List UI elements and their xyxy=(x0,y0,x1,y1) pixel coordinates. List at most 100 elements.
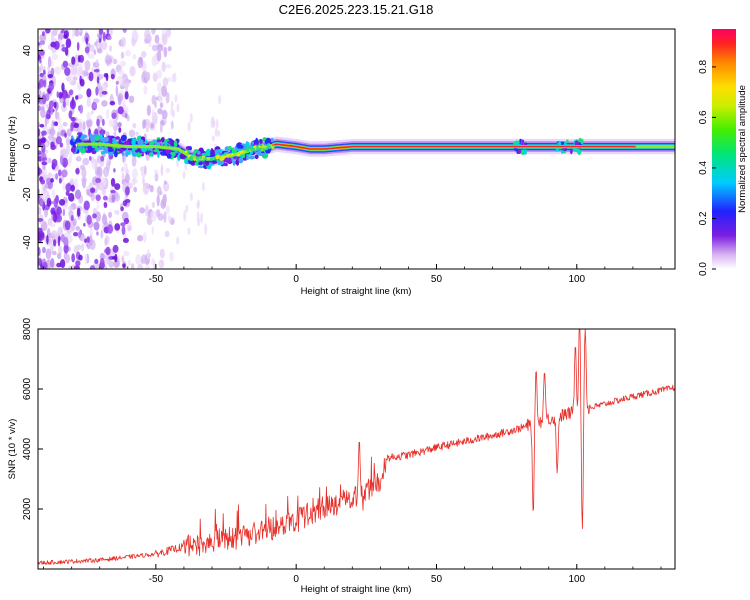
ridge-blob xyxy=(205,161,210,166)
ridge-spot xyxy=(226,153,230,157)
ridge-blob xyxy=(245,141,250,148)
noise-blob xyxy=(52,213,58,223)
ridge-blob xyxy=(243,144,247,152)
noise-blob xyxy=(95,177,102,183)
noise-speck xyxy=(154,34,160,44)
noise-blob xyxy=(45,113,51,120)
ridge-blob xyxy=(139,141,143,146)
noise-blob xyxy=(38,166,41,177)
ridge-spot xyxy=(249,146,252,150)
noise-speck xyxy=(51,53,59,61)
noise-blob xyxy=(61,169,68,178)
noise-blob xyxy=(96,231,99,236)
noise-speck xyxy=(137,56,144,69)
noise-blob xyxy=(111,112,117,119)
ridge-spot xyxy=(231,153,234,156)
noise-speck xyxy=(189,192,193,201)
ridge-blob xyxy=(238,157,244,164)
colorbar-tick-label: 0.4 xyxy=(698,161,709,175)
noise-speck xyxy=(101,40,108,51)
noise-blob xyxy=(92,213,97,219)
ridge-blob xyxy=(209,149,215,156)
noise-speck xyxy=(200,212,204,224)
ridge-blob xyxy=(251,141,254,146)
noise-blob xyxy=(40,179,46,185)
noise-speck xyxy=(170,106,174,117)
ridge-blob xyxy=(100,137,107,142)
noise-speck xyxy=(123,162,128,173)
noise-blob xyxy=(96,118,100,127)
ridge-blob xyxy=(521,139,524,144)
ridge-blob xyxy=(197,165,205,169)
noise-speck xyxy=(124,106,129,114)
ridge-blob xyxy=(270,137,274,143)
noise-speck xyxy=(56,252,62,260)
spectrogram-axes: -50 0 50 100 -40 -20 0 20 40 xyxy=(22,45,662,285)
noise-blob xyxy=(50,144,56,151)
noise-speck xyxy=(159,248,165,259)
noise-blob xyxy=(39,198,44,207)
noise-blob xyxy=(38,85,41,90)
noise-speck xyxy=(201,181,205,192)
noise-speck xyxy=(86,188,90,196)
noise-blob xyxy=(45,29,51,34)
noise-blob xyxy=(84,238,87,244)
noise-blob xyxy=(75,167,80,175)
ridge-blob xyxy=(188,146,192,151)
noise-blob xyxy=(47,180,53,190)
noise-blob xyxy=(38,218,44,222)
noise-blob xyxy=(70,214,74,222)
noise-blob xyxy=(41,132,45,137)
noise-speck xyxy=(82,129,87,135)
ridge-blob xyxy=(569,148,573,155)
noise-speck xyxy=(45,248,52,260)
noise-blob xyxy=(76,207,81,217)
noise-speck xyxy=(82,120,86,132)
noise-speck xyxy=(88,97,92,107)
noise-blob xyxy=(58,177,62,184)
noise-blob xyxy=(43,79,47,88)
noise-speck xyxy=(164,230,170,238)
noise-blob xyxy=(63,93,66,102)
noise-speck xyxy=(163,193,167,205)
spectrogram-y-tick-label: -40 xyxy=(22,235,33,250)
noise-speck xyxy=(38,121,41,128)
noise-blob xyxy=(55,172,59,180)
noise-speck xyxy=(136,234,144,242)
ridge-spot xyxy=(271,145,275,150)
snr-y-tick-label: 2000 xyxy=(22,497,33,520)
noise-speck xyxy=(142,119,145,130)
ridge-spot xyxy=(195,156,200,160)
noise-blob xyxy=(99,257,105,268)
ridge-blob xyxy=(124,140,130,146)
noise-blob xyxy=(70,116,76,122)
ridge-blob xyxy=(70,147,76,153)
noise-speck xyxy=(100,229,104,239)
noise-speck xyxy=(131,178,138,184)
noise-speck xyxy=(76,82,81,90)
noise-speck xyxy=(113,130,117,138)
noise-blob xyxy=(53,197,58,208)
noise-blob xyxy=(42,246,46,254)
noise-blob xyxy=(122,29,127,33)
noise-speck xyxy=(120,51,125,59)
noise-blob xyxy=(110,177,116,187)
noise-speck xyxy=(154,169,159,175)
ridge-blob xyxy=(136,151,142,158)
noise-speck xyxy=(165,64,172,69)
ridge-blob xyxy=(115,136,120,140)
ridge-blob xyxy=(107,147,114,153)
noise-speck xyxy=(97,42,100,49)
noise-blob xyxy=(46,234,49,245)
noise-speck xyxy=(162,77,169,87)
ridge-blob xyxy=(217,149,223,152)
noise-speck xyxy=(142,176,145,186)
noise-speck xyxy=(155,208,161,218)
noise-speck xyxy=(114,192,120,202)
ridge-spot xyxy=(222,155,226,159)
noise-speck xyxy=(144,265,150,269)
noise-speck xyxy=(145,121,149,134)
noise-blob xyxy=(114,183,121,191)
noise-blob xyxy=(71,56,76,65)
noise-blob xyxy=(85,37,89,45)
